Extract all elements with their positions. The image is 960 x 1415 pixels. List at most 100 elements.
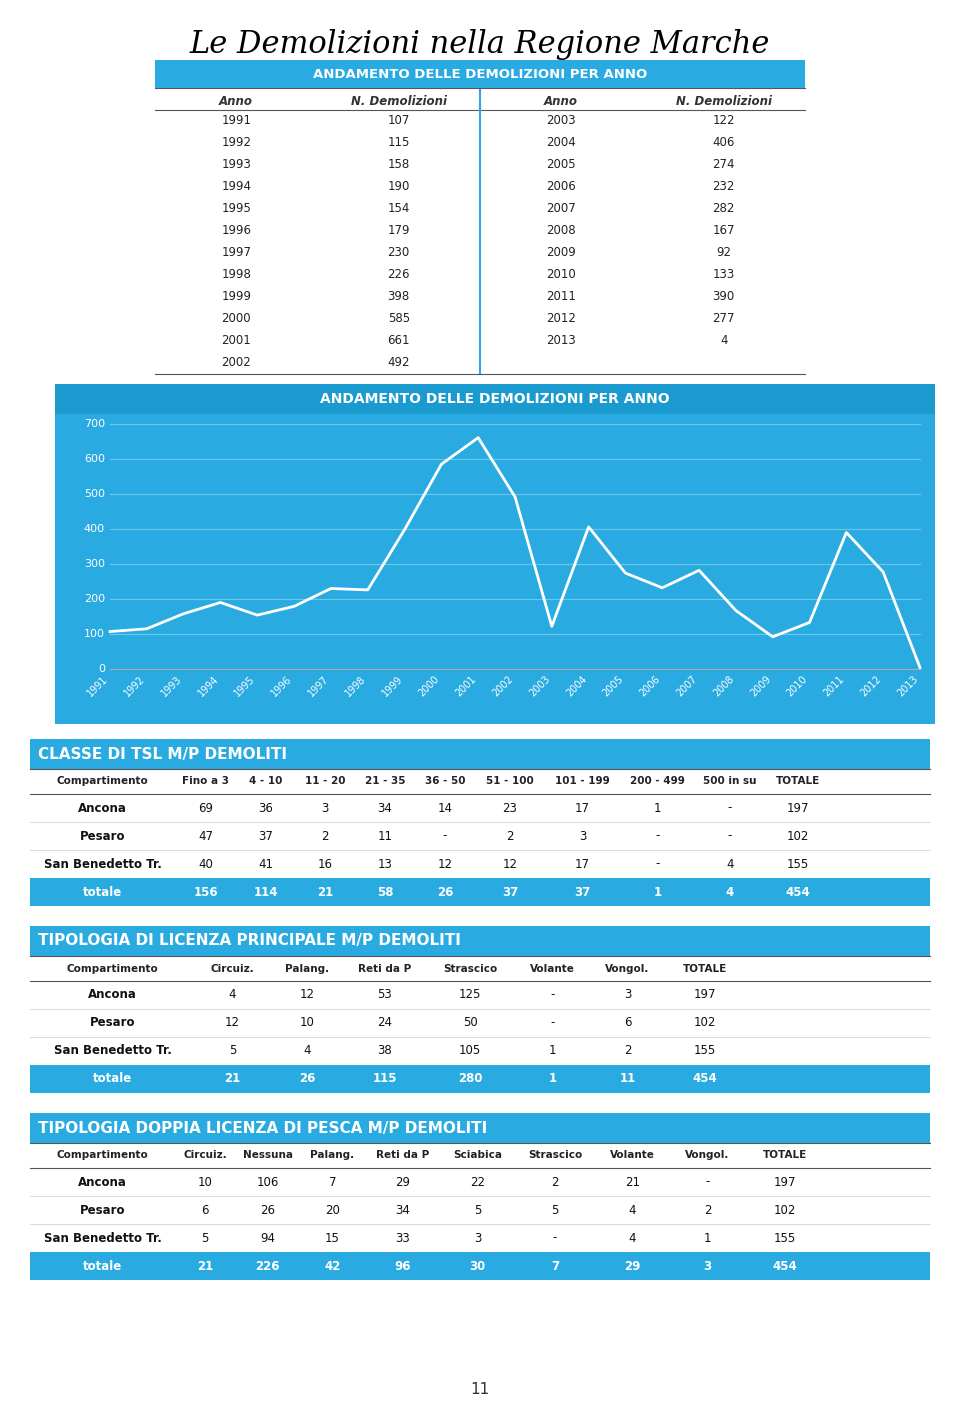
Text: 2001: 2001 <box>454 674 478 699</box>
Text: -: - <box>443 829 447 842</box>
Text: 50: 50 <box>463 1016 477 1030</box>
Text: 2003: 2003 <box>527 674 552 699</box>
Text: 4: 4 <box>726 886 734 899</box>
Text: 6: 6 <box>624 1016 632 1030</box>
Text: Vongol.: Vongol. <box>685 1150 730 1160</box>
Text: 232: 232 <box>712 181 735 194</box>
Text: 37: 37 <box>502 886 518 899</box>
Text: 41: 41 <box>258 857 274 870</box>
Text: 2009: 2009 <box>546 246 576 259</box>
Text: 115: 115 <box>372 1073 397 1085</box>
Text: 2000: 2000 <box>417 674 442 699</box>
Bar <box>30 1065 930 1092</box>
Text: 200: 200 <box>84 594 105 604</box>
Text: 197: 197 <box>694 989 716 1002</box>
Text: 4: 4 <box>629 1231 636 1245</box>
Bar <box>30 1114 930 1143</box>
Text: 1997: 1997 <box>306 674 331 699</box>
Text: ANDAMENTO DELLE DEMOLIZIONI PER ANNO: ANDAMENTO DELLE DEMOLIZIONI PER ANNO <box>313 68 647 81</box>
Text: N. Demolizioni: N. Demolizioni <box>676 95 772 108</box>
Text: 3: 3 <box>474 1231 481 1245</box>
Text: 156: 156 <box>194 886 218 899</box>
Text: Volante: Volante <box>530 964 575 974</box>
Bar <box>55 383 935 415</box>
Text: Strascico: Strascico <box>528 1150 582 1160</box>
Text: 2005: 2005 <box>601 674 626 699</box>
Text: 47: 47 <box>199 829 213 842</box>
Text: 158: 158 <box>388 158 410 171</box>
Text: 155: 155 <box>694 1044 716 1057</box>
Text: 1: 1 <box>549 1044 556 1057</box>
Text: 96: 96 <box>395 1259 411 1272</box>
Text: 105: 105 <box>459 1044 481 1057</box>
Text: 12: 12 <box>502 857 517 870</box>
Text: 21 - 35: 21 - 35 <box>365 777 405 787</box>
Text: Anno: Anno <box>544 95 578 108</box>
Text: 11: 11 <box>377 829 393 842</box>
Text: 2004: 2004 <box>546 136 576 150</box>
Text: 2003: 2003 <box>546 115 576 127</box>
Text: 700: 700 <box>84 419 105 429</box>
Text: 2000: 2000 <box>222 313 252 325</box>
Text: 2011: 2011 <box>546 290 576 303</box>
Text: 197: 197 <box>786 801 808 815</box>
Text: 500: 500 <box>84 490 105 499</box>
Text: 200 - 499: 200 - 499 <box>630 777 684 787</box>
Text: 2: 2 <box>551 1176 559 1189</box>
Bar <box>155 59 805 88</box>
Text: 2009: 2009 <box>748 674 773 699</box>
Text: Compartimento: Compartimento <box>57 1150 149 1160</box>
Text: 585: 585 <box>388 313 410 325</box>
Text: 10: 10 <box>198 1176 212 1189</box>
Text: 37: 37 <box>258 829 274 842</box>
Text: 15: 15 <box>325 1231 340 1245</box>
Text: 26: 26 <box>437 886 453 899</box>
Text: 155: 155 <box>786 857 808 870</box>
Text: 12: 12 <box>438 857 452 870</box>
Text: 2006: 2006 <box>637 674 662 699</box>
Text: 100: 100 <box>84 630 105 640</box>
Text: Ancona: Ancona <box>78 1176 127 1189</box>
Text: 1993: 1993 <box>222 158 252 171</box>
Bar <box>30 1252 930 1281</box>
Text: Strascico: Strascico <box>443 964 497 974</box>
Text: Ancona: Ancona <box>78 801 127 815</box>
Text: 1998: 1998 <box>222 269 252 282</box>
Text: Reti da P: Reti da P <box>376 1150 429 1160</box>
Text: Volante: Volante <box>610 1150 655 1160</box>
Text: 5: 5 <box>474 1204 481 1217</box>
Text: 1997: 1997 <box>221 246 252 259</box>
Text: 21: 21 <box>197 1259 213 1272</box>
Text: totale: totale <box>83 886 122 899</box>
Text: TOTALE: TOTALE <box>776 777 820 787</box>
Text: Pesaro: Pesaro <box>89 1016 135 1030</box>
Text: San Benedetto Tr.: San Benedetto Tr. <box>43 1231 161 1245</box>
Text: Palang.: Palang. <box>285 964 329 974</box>
Text: TOTALE: TOTALE <box>683 964 727 974</box>
Text: 1995: 1995 <box>222 202 252 215</box>
Text: Circuiz.: Circuiz. <box>183 1150 227 1160</box>
Text: 1999: 1999 <box>380 674 404 699</box>
Text: 36 - 50: 36 - 50 <box>424 777 466 787</box>
Text: 1995: 1995 <box>232 674 257 699</box>
Text: 492: 492 <box>388 357 410 369</box>
Text: 13: 13 <box>377 857 393 870</box>
Text: 2001: 2001 <box>222 334 252 348</box>
Text: 115: 115 <box>388 136 410 150</box>
Text: 69: 69 <box>199 801 213 815</box>
Text: 36: 36 <box>258 801 274 815</box>
Text: 107: 107 <box>388 115 410 127</box>
Bar <box>55 383 935 724</box>
Text: 1996: 1996 <box>221 225 252 238</box>
Text: 2007: 2007 <box>546 202 576 215</box>
Text: 1994: 1994 <box>196 674 221 699</box>
Text: 40: 40 <box>199 857 213 870</box>
Text: 167: 167 <box>712 225 735 238</box>
Text: 14: 14 <box>438 801 452 815</box>
Text: 400: 400 <box>84 524 105 533</box>
Text: 7: 7 <box>328 1176 336 1189</box>
Text: 30: 30 <box>469 1259 486 1272</box>
Text: 33: 33 <box>396 1231 410 1245</box>
Text: TOTALE: TOTALE <box>763 1150 807 1160</box>
Text: 390: 390 <box>712 290 734 303</box>
